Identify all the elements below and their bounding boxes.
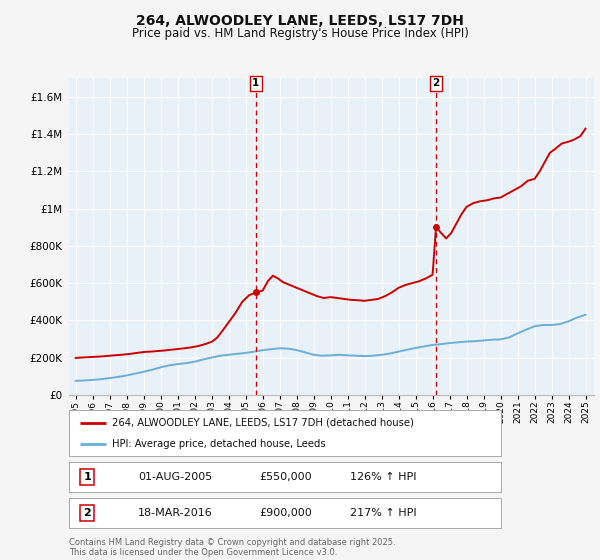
Text: 1: 1 [83, 472, 91, 482]
Text: 2: 2 [433, 78, 440, 88]
Text: HPI: Average price, detached house, Leeds: HPI: Average price, detached house, Leed… [112, 439, 326, 449]
Text: 01-AUG-2005: 01-AUG-2005 [138, 472, 212, 482]
Text: Contains HM Land Registry data © Crown copyright and database right 2025.
This d: Contains HM Land Registry data © Crown c… [69, 538, 395, 557]
Text: 217% ↑ HPI: 217% ↑ HPI [350, 508, 416, 518]
Text: 126% ↑ HPI: 126% ↑ HPI [350, 472, 416, 482]
Text: £900,000: £900,000 [259, 508, 312, 518]
Text: £550,000: £550,000 [259, 472, 312, 482]
Text: 18-MAR-2016: 18-MAR-2016 [138, 508, 213, 518]
Text: 1: 1 [252, 78, 260, 88]
Text: 2: 2 [83, 508, 91, 518]
Text: Price paid vs. HM Land Registry's House Price Index (HPI): Price paid vs. HM Land Registry's House … [131, 27, 469, 40]
Text: 264, ALWOODLEY LANE, LEEDS, LS17 7DH: 264, ALWOODLEY LANE, LEEDS, LS17 7DH [136, 14, 464, 28]
Text: 264, ALWOODLEY LANE, LEEDS, LS17 7DH (detached house): 264, ALWOODLEY LANE, LEEDS, LS17 7DH (de… [112, 418, 414, 428]
